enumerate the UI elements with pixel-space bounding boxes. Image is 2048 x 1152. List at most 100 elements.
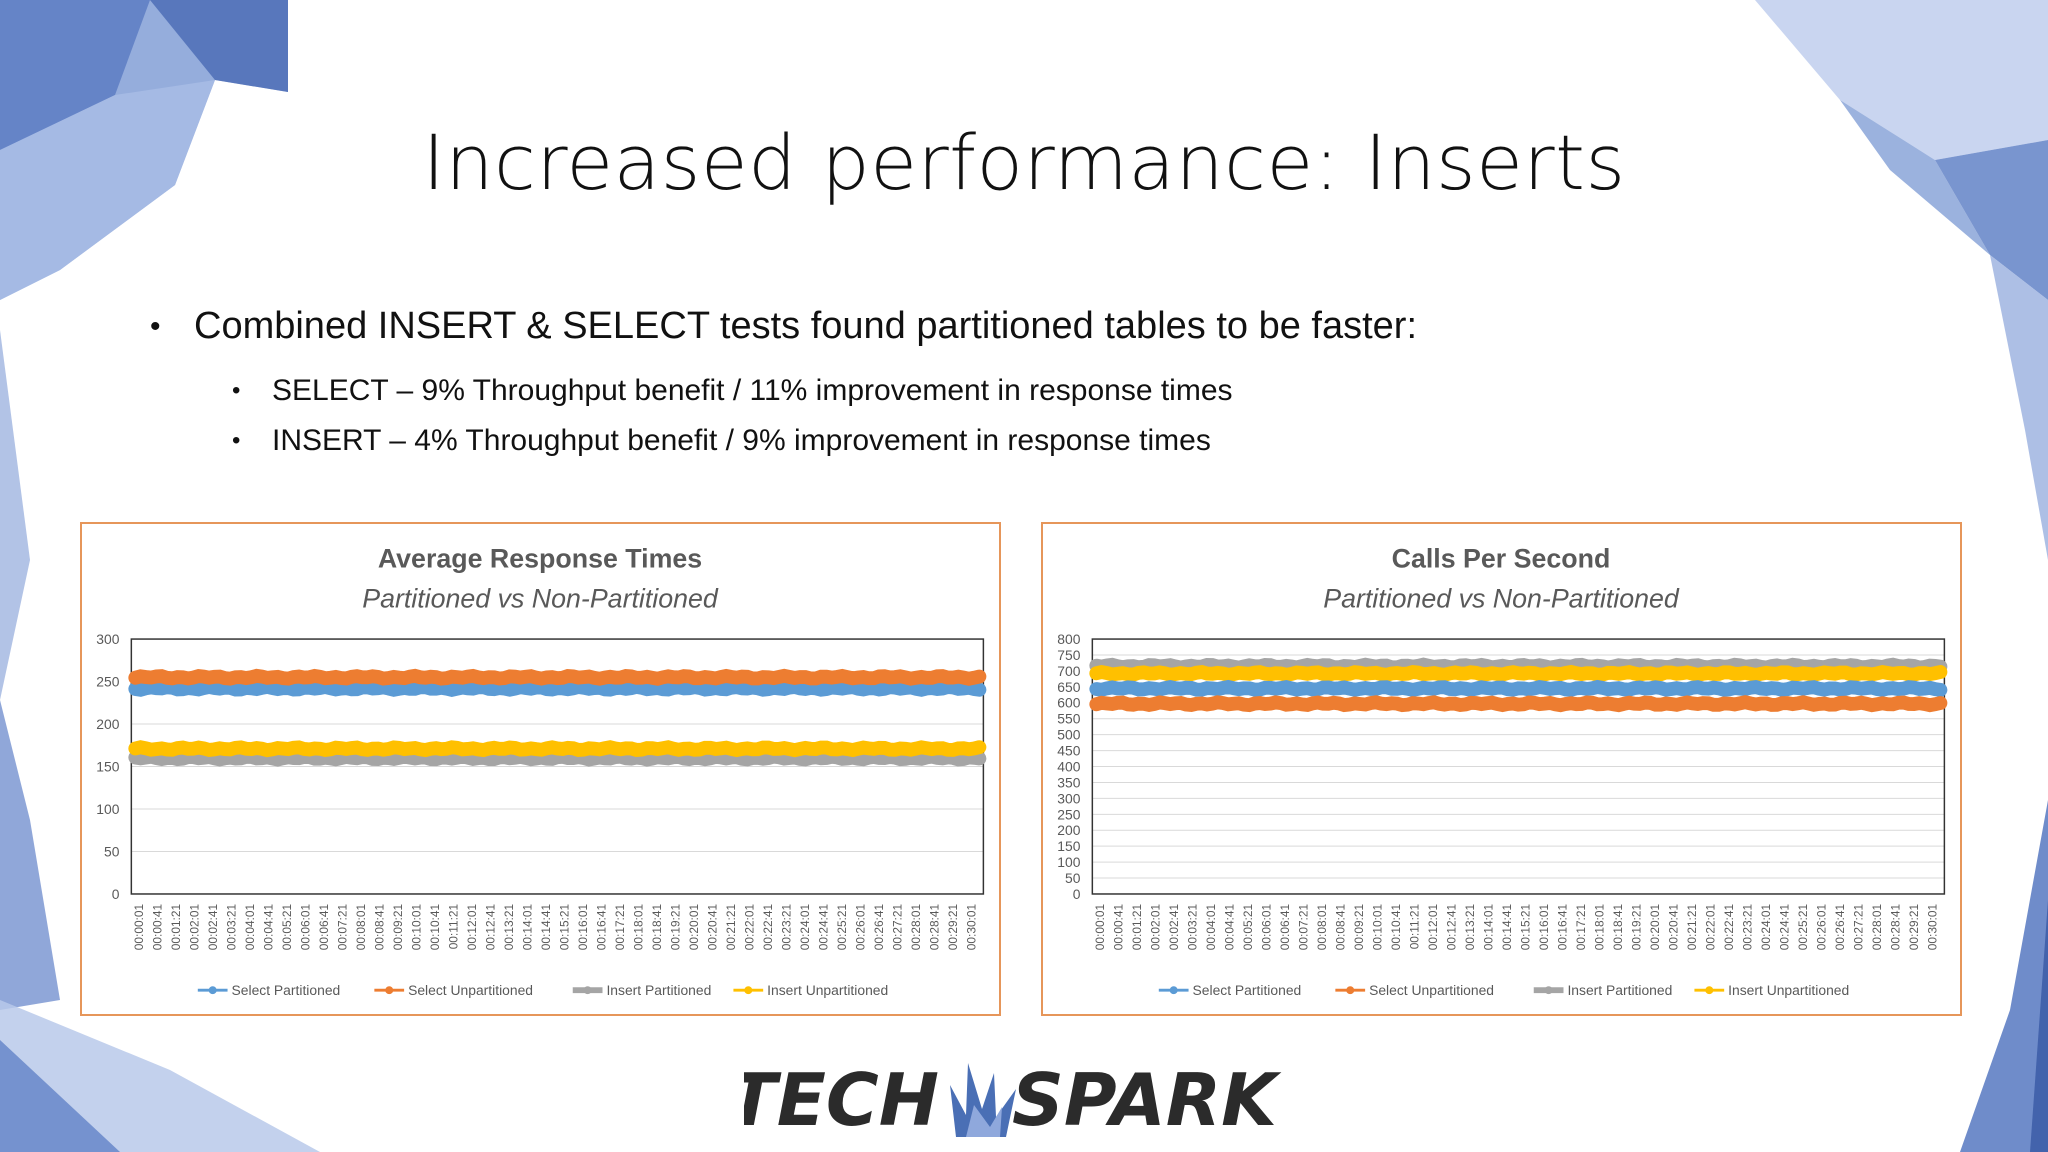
y-tick-label: 700	[1057, 663, 1080, 679]
x-tick-label: 00:04:41	[262, 904, 276, 951]
x-tick-label: 00:10:41	[428, 904, 442, 951]
x-tick-label: 00:21:21	[724, 904, 738, 951]
x-tick-label: 00:05:21	[1241, 904, 1255, 951]
series-line	[128, 749, 987, 767]
series-line	[1089, 695, 1948, 713]
x-tick-label: 00:22:01	[743, 904, 757, 951]
x-tick-label: 00:19:21	[669, 904, 683, 951]
x-tick-label: 00:15:21	[1519, 904, 1533, 951]
x-tick-label: 00:24:41	[1778, 904, 1792, 951]
chart-subtitle: Partitioned vs Non-Partitioned	[362, 583, 719, 613]
x-tick-label: 00:08:41	[1334, 904, 1348, 951]
y-tick-label: 400	[1057, 758, 1080, 774]
plot-area	[130, 638, 985, 895]
chart-subtitle: Partitioned vs Non-Partitioned	[1323, 583, 1680, 613]
y-tick-label: 200	[1057, 822, 1080, 838]
x-tick-label: 00:11:21	[447, 904, 461, 950]
x-tick-label: 00:26:01	[853, 904, 867, 951]
x-tick-label: 00:22:01	[1704, 904, 1718, 951]
bullet-list: • Combined INSERT & SELECT tests found p…	[150, 305, 1417, 474]
x-tick-label: 00:27:21	[1851, 904, 1865, 951]
techspark-logo: TECH SPARK	[0, 1050, 2048, 1142]
legend-marker	[744, 986, 753, 995]
bullet-dot: •	[232, 377, 241, 404]
x-tick-label: 00:11:21	[1408, 904, 1422, 950]
y-tick-label: 450	[1057, 743, 1080, 759]
x-tick-label: 00:12:01	[465, 904, 479, 951]
series-line	[128, 679, 987, 697]
x-tick-label: 00:28:41	[1888, 904, 1902, 951]
x-tick-label: 00:22:41	[1722, 904, 1736, 951]
x-tick-label: 00:12:41	[484, 904, 498, 951]
x-tick-label: 00:21:21	[1685, 904, 1699, 951]
y-tick-label: 150	[1057, 838, 1080, 854]
x-tick-label: 00:24:01	[1759, 904, 1773, 951]
y-tick-label: 100	[96, 801, 119, 817]
x-tick-label: 00:26:41	[1833, 904, 1847, 951]
y-tick-label: 300	[96, 631, 119, 647]
bullet-main-text: Combined INSERT & SELECT tests found par…	[194, 305, 1417, 347]
x-tick-label: 00:14:41	[1500, 904, 1514, 951]
legend-label: Select Partitioned	[232, 982, 341, 998]
x-tick-label: 00:10:01	[1371, 904, 1385, 951]
legend-marker	[1169, 986, 1178, 995]
x-tick-label: 00:14:01	[521, 904, 535, 951]
x-tick-label: 00:06:01	[1260, 904, 1274, 951]
x-tick-label: 00:29:21	[1907, 904, 1921, 951]
x-tick-label: 00:08:01	[1315, 904, 1329, 951]
x-tick-label: 00:23:21	[1741, 904, 1755, 951]
chart-title: Calls Per Second	[1392, 544, 1611, 574]
x-tick-label: 00:25:21	[835, 904, 849, 951]
y-tick-label: 600	[1057, 695, 1080, 711]
x-tick-label: 00:01:21	[169, 904, 183, 951]
x-tick-label: 00:26:41	[872, 904, 886, 951]
x-tick-label: 00:13:21	[1463, 904, 1477, 951]
chart-svg: Average Response Times Partitioned vs Non…	[96, 544, 987, 998]
y-tick-label: 350	[1057, 774, 1080, 790]
x-tick-label: 00:02:41	[206, 904, 220, 951]
legend-marker	[1544, 986, 1553, 995]
slide-title: Increased performance: Inserts	[422, 118, 1626, 207]
x-tick-label: 00:04:01	[1204, 904, 1218, 951]
x-tick-label: 00:20:41	[1667, 904, 1681, 951]
chart-calls-per-second: Calls Per Second Partitioned vs Non-Parti…	[1041, 522, 1962, 1016]
x-tick-label: 00:17:21	[1574, 904, 1588, 951]
bullet-dot: •	[150, 309, 161, 343]
x-tick-label: 00:10:01	[410, 904, 424, 951]
x-tick-label: 00:06:41	[1278, 904, 1292, 951]
x-tick-label: 00:24:01	[798, 904, 812, 951]
x-tick-label: 00:28:01	[1870, 904, 1884, 951]
x-tick-label: 00:28:41	[927, 904, 941, 951]
x-tick-label: 00:12:41	[1445, 904, 1459, 951]
x-tick-label: 00:25:21	[1796, 904, 1810, 951]
x-tick-label: 00:00:41	[1112, 904, 1126, 951]
x-tick-label: 00:20:01	[1648, 904, 1662, 951]
x-tick-label: 00:09:21	[391, 904, 405, 951]
legend-label: Insert Partitioned	[606, 982, 711, 998]
plot-area	[1091, 638, 1946, 895]
x-tick-label: 00:15:21	[558, 904, 572, 951]
chart-title: Average Response Times	[378, 544, 702, 574]
x-tick-label: 00:06:01	[299, 904, 313, 951]
x-tick-label: 00:17:21	[613, 904, 627, 951]
y-tick-label: 800	[1057, 631, 1080, 647]
series-line	[1089, 679, 1948, 698]
bullet-main: • Combined INSERT & SELECT tests found p…	[150, 305, 1417, 348]
legend-marker	[1705, 986, 1714, 995]
x-tick-label: 00:26:01	[1814, 904, 1828, 951]
x-tick-label: 00:00:01	[132, 904, 146, 951]
legend-label: Select Partitioned	[1193, 982, 1302, 998]
x-tick-label: 00:10:41	[1389, 904, 1403, 951]
y-tick-label: 650	[1057, 679, 1080, 695]
x-tick-label: 00:04:41	[1223, 904, 1237, 951]
legend-marker	[583, 986, 592, 995]
y-tick-label: 100	[1057, 854, 1080, 870]
y-tick-label: 0	[112, 886, 120, 902]
x-tick-label: 00:18:41	[650, 904, 664, 951]
y-tick-label: 250	[1057, 806, 1080, 822]
x-tick-label: 00:16:41	[1556, 904, 1570, 951]
x-tick-label: 00:19:21	[1630, 904, 1644, 951]
y-tick-label: 50	[1065, 870, 1081, 886]
x-tick-label: 00:20:01	[687, 904, 701, 951]
